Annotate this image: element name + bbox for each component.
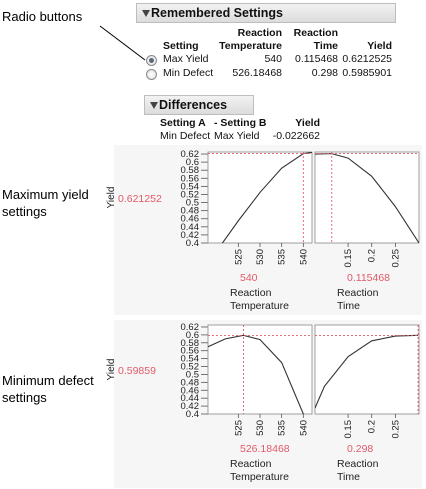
x-tick-label: 530 <box>255 249 266 265</box>
y-tick-label: 0.54 <box>181 181 200 192</box>
plot-time-frame <box>314 324 420 415</box>
x-tick-label: 540 <box>298 249 309 265</box>
y-tick-label: 0.58 <box>181 338 200 349</box>
callout-max-yield: Maximum yield settings <box>2 186 89 220</box>
callout-radio-buttons: Radio buttons <box>2 9 83 24</box>
radio-max-yield[interactable] <box>146 55 157 66</box>
y-tick-label: 0.5 <box>186 369 199 380</box>
differences-header[interactable]: Differences <box>144 95 254 115</box>
y-tick-label: 0.44 <box>181 222 200 233</box>
setting-name-min-defect: Min Defect <box>163 67 214 79</box>
x-current-value-temp: 526.18468 <box>240 443 290 455</box>
time-value-max-yield: 0.115468 <box>294 53 338 65</box>
col-header-temp-1: Reaction <box>237 27 282 39</box>
plot-temp-frame <box>207 151 313 244</box>
x-current-value-time: 0.115468 <box>347 272 390 284</box>
plot-time-frame <box>314 151 420 244</box>
y-tick-label: 0.6 <box>186 330 199 341</box>
yield-value-max-yield: 0.6212525 <box>342 53 392 65</box>
x-axis-label-time-2: Time <box>337 300 360 312</box>
diff-header-yield: Yield <box>295 117 320 129</box>
callout-max-line1: Maximum yield <box>2 187 89 202</box>
profiler-y-label: Yield <box>106 187 117 209</box>
col-header-setting: Setting <box>163 40 199 52</box>
profiler-y-current-value: 0.621252 <box>118 193 162 205</box>
x-current-value-time: 0.298 <box>347 443 373 455</box>
x-tick-label: 525 <box>233 249 244 265</box>
y-tick-label: 0.42 <box>181 401 200 412</box>
col-header-time-1: Reaction <box>293 27 338 39</box>
y-tick-label: 0.46 <box>181 214 200 225</box>
col-header-yield: Yield <box>367 40 392 52</box>
callout-min-line2: settings <box>2 390 47 405</box>
yield-value-min-defect: 0.5985901 <box>342 67 392 79</box>
x-axis-label-temp-2: Temperature <box>230 471 289 483</box>
remembered-settings-header[interactable]: Remembered Settings <box>136 3 396 23</box>
temp-value-max-yield: 540 <box>264 53 282 65</box>
setting-name-max-yield: Max Yield <box>163 53 209 65</box>
callout-pointer-line <box>99 25 146 61</box>
x-tick-label: 0.25 <box>390 420 401 439</box>
x-tick-label: 540 <box>298 420 309 436</box>
x-tick-label: 0.2 <box>367 420 378 433</box>
time-value-min-defect: 0.298 <box>311 67 338 79</box>
x-current-value-temp: 540 <box>240 272 258 284</box>
x-tick-label: 535 <box>277 420 288 436</box>
plot-temp-frame <box>207 324 313 415</box>
y-tick-label: 0.48 <box>181 377 200 388</box>
remembered-settings-title: Remembered Settings <box>151 6 283 20</box>
differences-title: Differences <box>159 98 228 112</box>
x-tick-label: 0.25 <box>390 249 401 268</box>
callout-min-defect: Minimum defect settings <box>2 372 94 406</box>
y-tick-label: 0.42 <box>181 230 200 241</box>
y-tick-label: 0.54 <box>181 354 200 365</box>
y-tick-label: 0.62 <box>181 149 200 160</box>
disclosure-triangle-icon[interactable] <box>142 10 150 17</box>
x-axis-label-time-1: Reaction <box>337 458 379 470</box>
x-tick-label: 0.2 <box>367 249 378 262</box>
profiler-y-current-value: 0.59859 <box>118 365 156 377</box>
profile-curve-temp <box>208 334 304 414</box>
x-tick-label: 530 <box>255 420 266 436</box>
x-tick-label: 535 <box>277 249 288 265</box>
x-axis-label-temp-1: Reaction <box>230 458 272 470</box>
diff-value-yield: -0.022662 <box>272 130 320 142</box>
x-tick-label: 525 <box>233 420 244 436</box>
y-tick-label: 0.4 <box>186 238 199 249</box>
profile-curve-time <box>315 334 419 409</box>
profiler-y-label: Yield <box>106 359 117 381</box>
y-tick-label: 0.48 <box>181 206 200 217</box>
x-axis-label-time-1: Reaction <box>337 287 379 299</box>
diff-header-b: - Setting B <box>214 117 267 129</box>
callout-max-line2: settings <box>2 204 47 219</box>
col-header-temp-2: Temperature <box>219 40 282 52</box>
x-axis-label-time-2: Time <box>337 471 360 483</box>
y-tick-label: 0.44 <box>181 393 200 404</box>
radio-min-defect[interactable] <box>146 69 157 80</box>
callout-min-line1: Minimum defect <box>2 373 94 388</box>
x-tick-label: 0.15 <box>343 420 354 439</box>
y-tick-label: 0.52 <box>181 189 200 200</box>
y-tick-label: 0.46 <box>181 385 200 396</box>
x-tick-label: 0.15 <box>343 249 354 268</box>
y-tick-label: 0.5 <box>186 198 199 209</box>
diff-value-b: Max Yield <box>214 130 260 142</box>
x-axis-label-temp-2: Temperature <box>230 300 289 312</box>
diff-header-a: Setting A <box>160 117 206 129</box>
col-header-time-2: Time <box>313 40 338 52</box>
y-tick-label: 0.4 <box>186 409 199 420</box>
y-tick-label: 0.6 <box>186 157 199 168</box>
y-tick-label: 0.56 <box>181 173 200 184</box>
temp-value-min-defect: 526.18468 <box>232 67 282 79</box>
y-tick-label: 0.58 <box>181 165 200 176</box>
diff-value-a: Min Defect <box>160 130 211 142</box>
y-tick-label: 0.52 <box>181 362 200 373</box>
profile-curve-time <box>315 153 419 243</box>
x-axis-label-temp-1: Reaction <box>230 287 272 299</box>
y-tick-label: 0.56 <box>181 346 200 357</box>
y-tick-label: 0.62 <box>181 322 200 333</box>
disclosure-triangle-icon[interactable] <box>150 102 158 109</box>
